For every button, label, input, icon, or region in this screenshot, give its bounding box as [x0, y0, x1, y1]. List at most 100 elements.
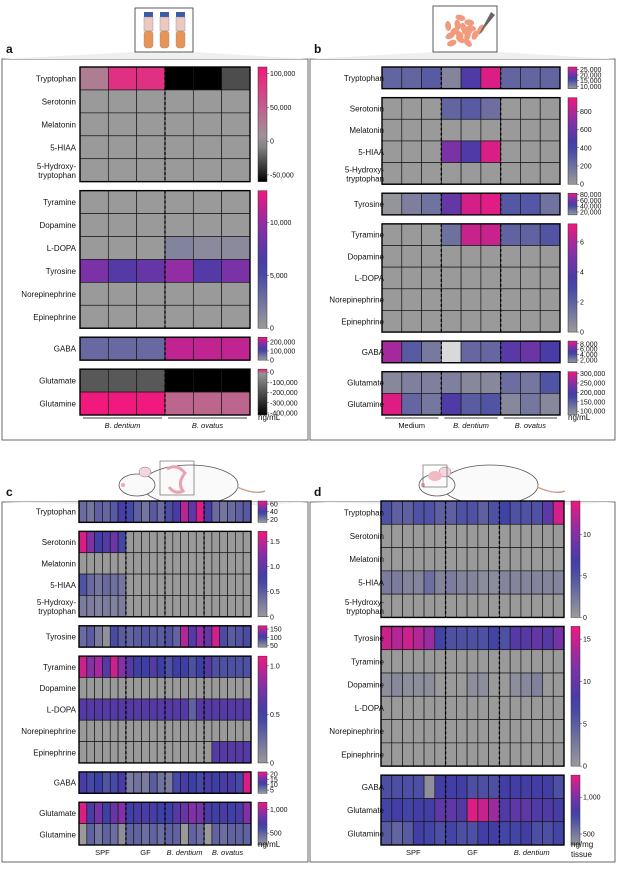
heatmap-cell — [235, 698, 244, 721]
heatmap-cell — [242, 823, 252, 846]
heatmap-cell — [531, 719, 543, 744]
heatmap-cell — [381, 310, 403, 333]
heatmap-cell — [423, 798, 436, 823]
heatmap-cell — [180, 531, 189, 554]
row-label: Serotonin — [42, 97, 76, 106]
heatmap-cell — [440, 223, 462, 246]
heatmap-cell — [107, 190, 138, 214]
heatmap-cell — [211, 771, 221, 794]
heatmap-cell — [500, 310, 521, 333]
colorbar-tick-label: 0 — [583, 764, 587, 771]
heatmap-cell — [423, 523, 436, 548]
heatmap-cell — [539, 97, 561, 120]
group-label: Medium — [398, 421, 425, 430]
heatmap-cell — [445, 570, 457, 595]
heatmap-cell — [539, 245, 561, 268]
heatmap-cell — [423, 719, 436, 744]
heatmap-cell — [235, 823, 244, 846]
heatmap-cell — [141, 573, 150, 596]
heatmap-cell — [136, 135, 166, 160]
heatmap-cell — [440, 371, 462, 394]
heatmap-cell — [79, 336, 109, 361]
heatmap-cell — [445, 672, 457, 697]
heatmap-cell — [445, 821, 457, 846]
row-label: Epinephrine — [33, 748, 76, 757]
colorbar-tick-label: 500 — [270, 831, 282, 838]
heatmap-cell — [136, 336, 166, 361]
colorbar-tick-label: 200,000 — [580, 390, 605, 397]
heatmap-cell — [456, 570, 468, 595]
heatmap-cell — [235, 771, 244, 794]
heatmap-cell — [421, 340, 442, 364]
row-label: Norepinephrine — [329, 727, 384, 736]
colorbar-tick-label: 0 — [270, 760, 274, 767]
heatmap-cell — [221, 259, 251, 283]
colorbar-tick-label: 0 — [270, 370, 274, 377]
unit-label: ng/mL — [258, 413, 281, 422]
colorbar-tick-label: 80,000 — [580, 192, 602, 199]
colorbar-tick-label: 10 — [583, 679, 591, 686]
heatmap-cell — [421, 266, 442, 290]
heatmap-cell — [156, 500, 166, 523]
heatmap-cell — [188, 625, 197, 648]
heatmap-cell — [195, 655, 205, 678]
heatmap-cell — [509, 672, 522, 697]
heatmap-cell — [466, 672, 479, 697]
heatmap-cell — [391, 798, 403, 823]
heatmap-cell — [180, 552, 189, 575]
heatmap-cell — [78, 500, 88, 523]
heatmap-cell — [480, 162, 502, 185]
heatmap-cell — [107, 368, 138, 393]
colorbar — [567, 97, 578, 185]
heatmap-cell — [109, 698, 119, 721]
heatmap-cell — [102, 573, 111, 596]
heatmap-cell — [79, 304, 109, 329]
heatmap-cell — [456, 672, 468, 697]
heatmap-cell — [192, 66, 223, 91]
heatmap-cell — [125, 500, 135, 523]
heatmap-cell — [402, 798, 414, 823]
heatmap-cell — [520, 245, 541, 268]
row-label: Tyramine — [351, 231, 384, 240]
heatmap-cell — [520, 192, 541, 216]
heatmap-cell — [125, 801, 135, 824]
heatmap-cell — [125, 741, 135, 764]
heatmap-cell — [440, 162, 462, 185]
panel-letter: a — [6, 42, 13, 56]
heatmap-cell — [520, 695, 533, 720]
row-label: Glutamate — [39, 377, 76, 386]
heatmap-cell — [539, 310, 561, 333]
heatmap-cell — [136, 213, 166, 237]
heatmap-cell — [520, 593, 533, 618]
heatmap-cell — [125, 698, 135, 721]
heatmap-cell — [109, 823, 119, 846]
heatmap-cell — [445, 774, 457, 799]
heatmap-cell — [203, 573, 213, 596]
heatmap-cell — [412, 719, 425, 744]
heatmap-cell — [219, 719, 228, 742]
heatmap-cell — [460, 266, 482, 290]
heatmap-cell — [203, 677, 213, 700]
heatmap-cell — [456, 649, 468, 674]
heatmap-cell — [421, 192, 442, 216]
bacteria-culture-icon — [432, 5, 498, 53]
heatmap-cell — [499, 547, 511, 572]
heatmap-cell — [180, 573, 189, 596]
heatmap-cell — [203, 698, 213, 721]
heatmap-cell — [149, 531, 158, 554]
heatmap-cell — [391, 774, 403, 799]
heatmap-cell — [164, 801, 174, 824]
row-label: Tyramine — [43, 198, 76, 207]
group-label: GF — [467, 848, 478, 857]
colorbar-tick-label: 300,000 — [580, 371, 605, 378]
heatmap-cell — [235, 500, 244, 523]
heatmap-cell — [149, 552, 158, 575]
heatmap-cell — [172, 595, 181, 618]
heatmap-cell — [477, 570, 489, 595]
heatmap-cell — [552, 649, 565, 674]
heatmap-cell — [480, 66, 502, 89]
heatmap-cell — [107, 66, 138, 91]
heatmap-cell — [78, 801, 88, 824]
heatmap-cell — [391, 742, 403, 767]
heatmap-cell — [94, 552, 103, 575]
